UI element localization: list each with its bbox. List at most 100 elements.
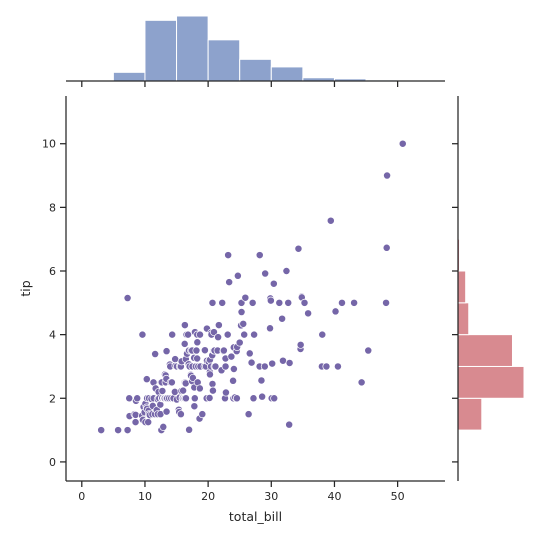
scatter-point <box>208 386 217 395</box>
scatter-point <box>261 269 270 278</box>
x-tick-label: 20 <box>201 490 215 503</box>
y-histogram-bar <box>457 302 470 336</box>
scatter-point <box>266 296 275 305</box>
scatter-point <box>196 330 204 339</box>
axes: 0 10 20 30 40 50 0 2 4 6 8 10 <box>42 80 459 503</box>
scatter-point <box>190 394 199 403</box>
scatter-point <box>214 321 223 330</box>
scatter-point <box>179 386 188 395</box>
scatter-point <box>192 346 201 355</box>
scatter-point <box>255 251 264 260</box>
scatter-point <box>171 355 180 364</box>
scatter-point <box>195 384 204 393</box>
scatter-point <box>206 370 214 379</box>
scatter-point <box>285 359 294 367</box>
y-tick-label: 10 <box>42 138 56 151</box>
scatter-point <box>97 426 106 435</box>
scatter-point <box>229 365 238 373</box>
x-tick-label: 50 <box>391 490 405 503</box>
scatter-point <box>131 410 140 419</box>
y-histogram-bar <box>457 397 483 431</box>
y-marginal-histogram <box>457 238 525 431</box>
scatter-point <box>284 298 293 307</box>
scatter-point <box>200 346 209 355</box>
y-histogram-bar <box>457 334 513 367</box>
scatter-point <box>248 298 257 307</box>
scatter-point <box>211 362 220 371</box>
scatter-point <box>208 380 217 388</box>
scatter-point <box>241 293 250 302</box>
scatter-point <box>250 330 259 339</box>
scatter-point <box>398 139 407 148</box>
scatter-point <box>383 171 392 180</box>
scatter-point <box>338 298 346 307</box>
x-histogram-bar <box>144 19 178 82</box>
scatter-point <box>185 425 194 434</box>
y-tick-label: 8 <box>49 201 56 214</box>
scatter-point <box>278 314 287 323</box>
scatter-point <box>224 251 233 260</box>
scatter-point <box>218 298 227 307</box>
scatter-point <box>364 346 373 355</box>
scatter-point <box>168 330 177 339</box>
scatter-point <box>270 394 279 403</box>
scatter-point <box>221 362 230 371</box>
scatter-point <box>266 324 274 333</box>
scatter-point <box>350 298 359 307</box>
scatter-point <box>239 319 248 328</box>
scatter-point <box>193 354 202 363</box>
scatter-point <box>240 330 249 339</box>
x-tick-label: 10 <box>138 490 152 503</box>
scatter-point <box>162 347 171 356</box>
scatter-point <box>188 373 197 382</box>
scatter-point <box>159 422 168 431</box>
scatter-point <box>235 338 244 347</box>
scatter-point <box>331 307 340 316</box>
scatter-point <box>260 362 269 371</box>
scatter-point <box>162 407 171 416</box>
scatter-point <box>131 418 140 427</box>
x-histogram-bar <box>112 71 146 82</box>
scatter-point <box>138 330 147 339</box>
scatter-point <box>318 330 327 339</box>
x-tick-label: 30 <box>264 490 278 503</box>
x-marginal-histogram <box>112 15 399 82</box>
y-axis-label: tip <box>18 280 33 296</box>
scatter-points <box>97 139 407 435</box>
scatter-point <box>229 376 238 385</box>
scatter-point <box>180 339 189 348</box>
scatter-point <box>333 362 342 371</box>
scatter-point <box>193 338 202 347</box>
scatter-point <box>219 346 228 355</box>
scatter-point <box>158 387 167 395</box>
x-histogram-bar <box>270 66 304 82</box>
scatter-point <box>133 394 142 403</box>
scatter-point <box>279 356 287 365</box>
x-tick-label: 0 <box>78 490 85 503</box>
y-histogram-bar <box>457 365 525 399</box>
scatter-point <box>221 388 230 397</box>
x-histogram-bar <box>207 39 241 82</box>
scatter-point <box>285 420 294 429</box>
scatter-point <box>249 394 258 403</box>
scatter-point <box>223 330 232 339</box>
scatter-point <box>275 298 284 307</box>
scatter-point <box>294 244 303 253</box>
scatter-point <box>123 294 132 302</box>
scatter-point <box>382 298 391 307</box>
scatter-point <box>214 333 223 342</box>
scatter-point <box>198 410 207 419</box>
scatter-point <box>208 298 217 307</box>
scatter-point <box>322 362 331 371</box>
y-tick-label: 2 <box>49 392 56 405</box>
scatter-point <box>357 378 366 387</box>
scatter-point <box>233 271 242 280</box>
y-histogram-bar <box>457 270 467 304</box>
y-tick-label: 0 <box>49 456 56 469</box>
scatter-point <box>227 352 236 361</box>
scatter-point <box>247 358 256 367</box>
scatter-point <box>142 375 151 384</box>
scatter-point <box>176 410 185 419</box>
scatter-point <box>151 350 160 358</box>
